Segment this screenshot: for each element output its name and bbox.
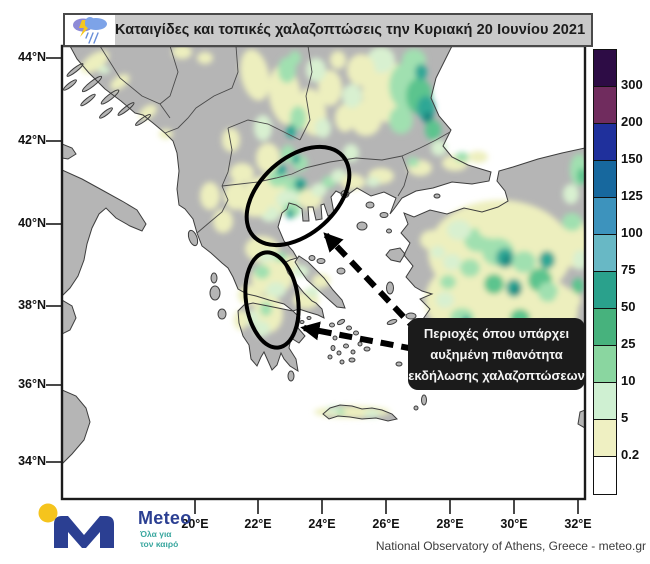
colorbar-label: 200 xyxy=(621,114,643,129)
colorbar-segment xyxy=(594,87,616,124)
arrow-to-north-ellipse xyxy=(323,232,421,335)
colorbar-label: 10 xyxy=(621,373,636,388)
precipitation-colorbar xyxy=(593,49,617,495)
annotation-line-3: εκδήλωσης χαλαζοπτώσεων xyxy=(408,367,585,383)
colorbar-label: 0.2 xyxy=(621,447,640,462)
colorbar-label: 125 xyxy=(621,188,643,203)
colorbar-segment xyxy=(594,346,616,383)
lat-label: 34°N xyxy=(18,454,46,468)
arrow-to-south-ellipse xyxy=(300,321,415,352)
colorbar-label: 25 xyxy=(621,336,636,351)
colorbar-segment xyxy=(594,235,616,272)
pointer-arrows xyxy=(300,232,421,352)
colorbar-label: 100 xyxy=(621,225,643,240)
hail-annotation-box: Περιοχές όπου υπάρχει αυξημένη πιθανότητ… xyxy=(408,318,585,390)
lat-label: 42°N xyxy=(18,133,46,147)
storm-icon-box xyxy=(65,15,115,45)
lon-label: 24°E xyxy=(308,517,336,531)
hail-risk-ellipses xyxy=(243,144,352,350)
lat-label: 38°N xyxy=(18,298,46,312)
colorbar-segment xyxy=(594,309,616,346)
colorbar-segment xyxy=(594,383,616,420)
lat-label: 44°N xyxy=(18,50,46,64)
meteo-logo-mark xyxy=(38,503,114,548)
logo-tagline-line-2: τον καιρό xyxy=(140,539,179,549)
colorbar-segment xyxy=(594,457,616,494)
storm-cloud-lightning-icon xyxy=(73,17,107,44)
page-title: Καταιγίδες και τοπικές χαλαζοπτώσεις την… xyxy=(115,22,586,38)
lon-label: 26°E xyxy=(372,517,400,531)
meteo-logo: Meteo Όλα για τον καιρό xyxy=(34,502,214,558)
country-borders xyxy=(99,46,451,234)
logo-tagline: Όλα για τον καιρό xyxy=(140,529,178,549)
colorbar-label: 300 xyxy=(621,77,643,92)
logo-tagline-line-1: Όλα για xyxy=(140,529,172,539)
lat-label: 40°N xyxy=(18,216,46,230)
hail-risk-ellipse-north xyxy=(244,144,352,248)
colorbar-segment xyxy=(594,50,616,87)
annotation-line-1: Περιοχές όπου υπάρχει xyxy=(423,325,570,341)
colorbar-segment xyxy=(594,420,616,457)
lon-label: 32°E xyxy=(564,517,592,531)
meteo-m-icon xyxy=(54,516,114,548)
lon-label: 22°E xyxy=(244,517,272,531)
annotation-line-2: αυξημένη πιθανότητα xyxy=(430,346,563,362)
colorbar-segment xyxy=(594,198,616,235)
colorbar-label: 50 xyxy=(621,299,636,314)
colorbar-label: 5 xyxy=(621,410,629,425)
axis-ticks xyxy=(46,57,579,514)
title-bar: Καταιγίδες και τοπικές χαλαζοπτώσεις την… xyxy=(63,13,593,47)
lon-label: 20°E xyxy=(181,517,209,531)
lon-label: 28°E xyxy=(436,517,464,531)
precipitation-layer xyxy=(81,46,585,418)
lat-label: 36°N xyxy=(18,377,46,391)
colorbar-segment xyxy=(594,161,616,198)
colorbar-label: 75 xyxy=(621,262,636,277)
lon-label: 30°E xyxy=(500,517,528,531)
sun-icon xyxy=(38,503,58,523)
colorbar-segment xyxy=(594,124,616,161)
footer-credit: National Observatory of Athens, Greece -… xyxy=(375,539,646,553)
hail-risk-ellipse-south xyxy=(243,250,301,350)
colorbar-label: 150 xyxy=(621,151,643,166)
colorbar-segment xyxy=(594,272,616,309)
logo-name: Meteo xyxy=(138,508,192,528)
